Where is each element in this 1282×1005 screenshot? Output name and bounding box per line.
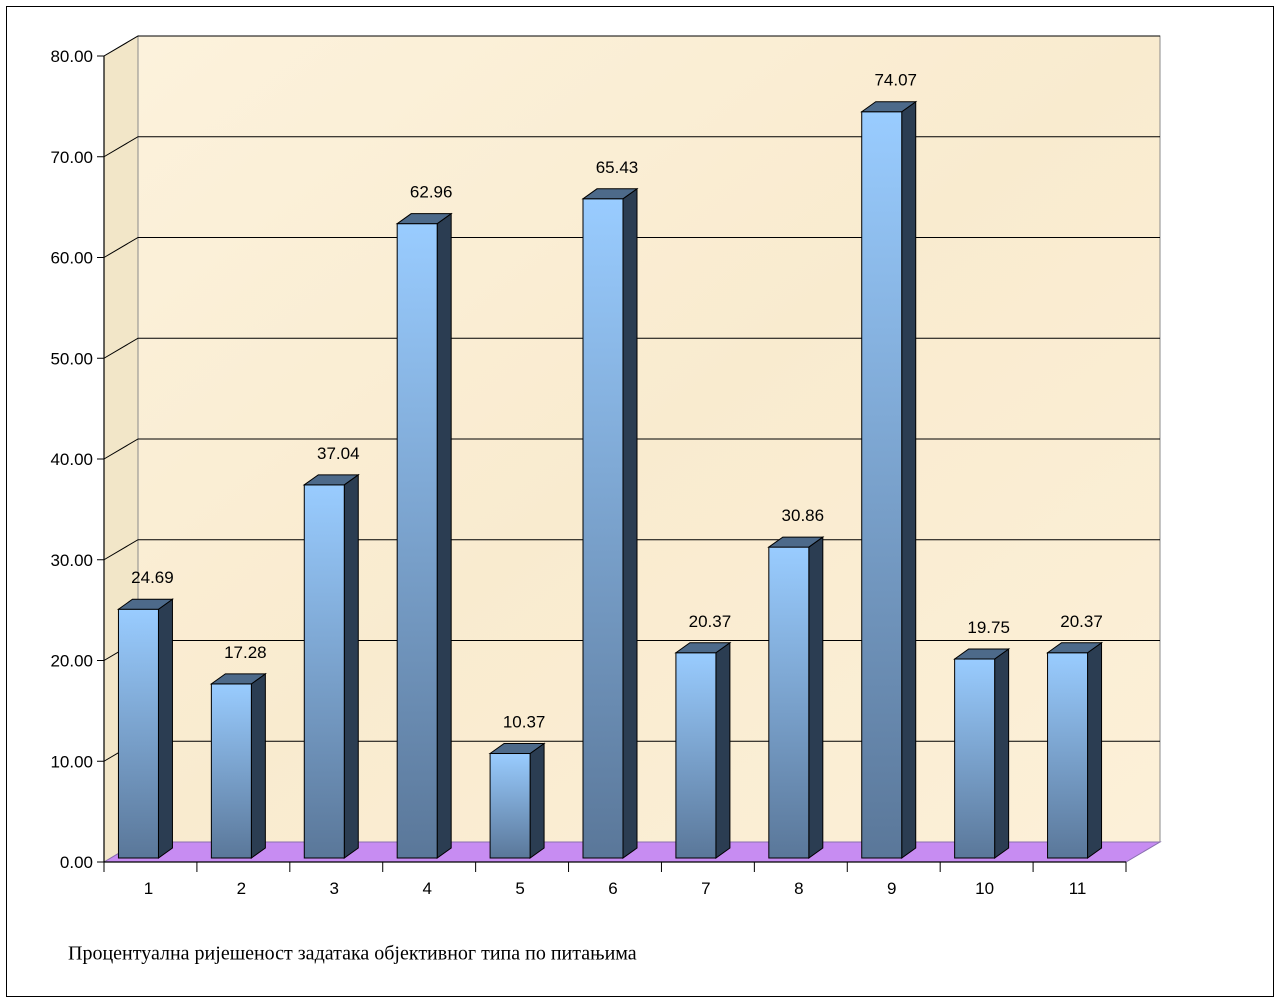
bar-side [994,648,1010,859]
bar [674,641,732,859]
x-tick-label: 11 [1069,879,1087,898]
bar-front [675,652,717,859]
x-tick-label: 3 [330,879,339,898]
bar-side [715,641,731,859]
bar [116,598,175,859]
bar [1045,641,1104,859]
bar-top [767,536,825,548]
x-tick-label: 8 [794,879,803,898]
bar-top [488,743,546,755]
x-tick-label: 7 [701,879,710,898]
data-label: 19.75 [967,618,1010,637]
bar-top [860,101,918,113]
bar-front [861,111,903,859]
gridline [103,337,1160,359]
y-tick-label: 50.00 [50,349,93,368]
y-tick-label: 30.00 [50,551,93,570]
x-tick-label: 2 [237,879,246,898]
data-label: 74.07 [874,71,917,90]
x-tick-label: 4 [422,879,431,898]
x-tick-label: 1 [144,879,153,898]
data-label: 30.86 [782,506,825,525]
data-label: 20.37 [689,612,732,631]
bar-front [489,753,531,859]
bar-top [209,673,267,685]
bar-top [581,188,639,200]
y-tick-label: 40.00 [50,450,93,469]
x-tick-label: 10 [975,879,994,898]
bar-front [582,198,624,859]
y-tick-label: 80.00 [50,47,93,66]
bar-front [396,223,438,859]
y-tick-label: 60.00 [50,249,93,268]
data-label: 24.69 [131,568,174,587]
bar-front [1047,652,1089,859]
bar-front [303,484,345,859]
y-tick-label: 20.00 [50,652,93,671]
bar-front [768,546,810,859]
bar-front [210,683,252,859]
bar-side [622,187,638,859]
data-label: 65.43 [596,158,639,177]
data-label: 17.28 [224,643,267,662]
bars [116,100,1104,859]
gridline [103,35,1160,57]
x-tick-label: 6 [608,879,617,898]
bar-front [954,658,996,859]
bar [395,212,453,859]
x-tick-label: 9 [887,879,896,898]
bar-top [116,598,175,610]
bar-top [302,474,360,486]
bar [302,473,360,859]
bar-side [436,212,452,859]
bar-side [901,100,917,859]
axes: 0.00 10.00 20.00 30.00 40.00 50.00 60.00 70.00 8… [50,47,1127,898]
bar-top [1045,642,1104,654]
bar-top [953,648,1011,660]
bar-side [250,672,266,859]
bar-side [529,742,545,859]
data-label: 37.04 [317,444,360,463]
chart-caption: Процентуална ријешеност задатака објекти… [68,942,637,965]
bar-side [1087,641,1103,859]
data-labels: 24.69 17.28 37.04 62.96 10.37 65.43 20.37 30.86… [131,71,1103,732]
bar [860,100,918,859]
data-label: 62.96 [410,183,453,202]
bar [581,187,639,859]
bar-top [674,642,732,654]
y-tick-label: 0.00 [60,853,93,872]
gridline [103,237,1160,258]
x-tick-label: 5 [515,879,524,898]
bar-front [117,608,159,859]
bar-side [343,473,359,859]
bar-side [157,598,173,859]
data-label: 10.37 [503,713,546,732]
y-tick-label: 10.00 [50,752,93,771]
bar [767,536,825,859]
gridline [103,136,1160,158]
bar [488,742,546,859]
y-tick-label: 70.00 [50,148,93,167]
bar [209,672,267,859]
gridline [103,438,1160,460]
data-label: 20.37 [1060,612,1103,631]
bar-top [395,213,453,225]
bar-side [808,536,824,859]
bar [953,648,1011,859]
